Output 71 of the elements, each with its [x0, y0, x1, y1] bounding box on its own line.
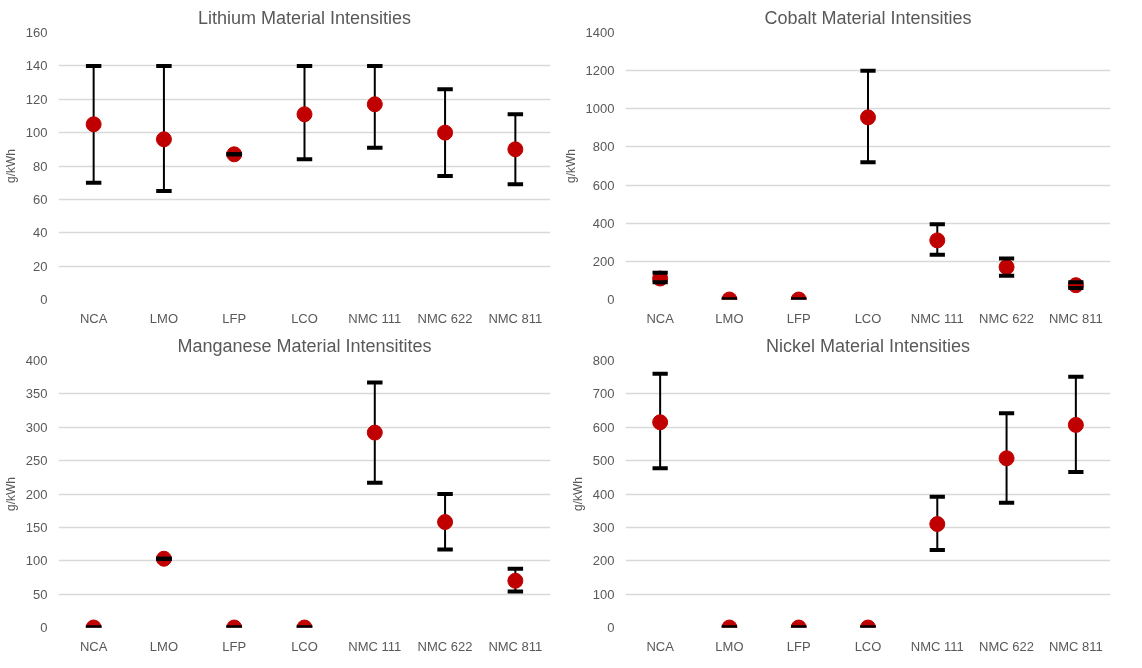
y-tick-label: 100: [592, 586, 615, 602]
y-axis-title: g/kWh: [563, 148, 578, 183]
y-tick-label: 800: [592, 353, 615, 368]
y-tick-label: 200: [592, 253, 615, 269]
x-tick-label: NMC 811: [1048, 638, 1103, 654]
y-tick-label: 160: [25, 25, 48, 40]
y-tick-label: 0: [40, 292, 48, 307]
y-axis-title: g/kWh: [3, 476, 18, 511]
y-tick-label: 1200: [585, 63, 615, 79]
y-tick-label: 60: [33, 191, 48, 207]
y-tick-label: 1400: [585, 25, 615, 40]
y-tick-label: 120: [25, 91, 48, 107]
y-tick-label: 0: [40, 620, 48, 635]
chart-title: Lithium Material Intensities: [197, 7, 412, 28]
x-tick-label: NMC 811: [488, 310, 543, 326]
y-tick-label: 700: [592, 386, 615, 402]
y-tick-label: 1000: [585, 101, 615, 117]
x-tick-label: LCO: [291, 310, 318, 326]
x-tick-label: NMC 622: [417, 310, 473, 326]
x-tick-label: LFP: [786, 310, 811, 326]
y-axis-title: g/kWh: [3, 148, 18, 183]
x-tick-label: NCA: [646, 310, 675, 326]
x-tick-label: LMO: [149, 638, 179, 654]
x-tick-label: LMO: [149, 310, 179, 326]
x-tick-label: LCO: [854, 310, 882, 326]
y-tick-label: 350: [25, 386, 48, 402]
y-tick-label: 500: [592, 453, 615, 469]
y-axis-title: g/kWh: [570, 476, 585, 511]
x-tick-label: NMC 622: [979, 310, 1035, 326]
y-tick-label: 250: [25, 453, 48, 469]
y-tick-label: 200: [25, 486, 48, 502]
y-tick-label: 300: [25, 419, 48, 435]
y-tick-label: 600: [592, 419, 615, 435]
chart-title: Cobalt Material Intensities: [764, 7, 972, 28]
y-tick-label: 20: [33, 258, 48, 274]
x-tick-label: LCO: [291, 638, 318, 654]
y-tick-label: 800: [592, 139, 615, 155]
y-tick-label: 100: [25, 125, 48, 141]
y-tick-label: 600: [592, 177, 615, 193]
x-tick-label: NMC 622: [417, 638, 473, 654]
x-tick-label: LFP: [222, 638, 247, 654]
y-tick-label: 300: [592, 519, 615, 535]
y-tick-label: 80: [33, 158, 48, 174]
x-tick-label: NMC 111: [910, 638, 964, 654]
x-tick-label: NMC 111: [910, 310, 964, 326]
y-tick-label: 150: [25, 519, 48, 535]
y-tick-label: 50: [33, 586, 48, 602]
y-tick-label: 200: [592, 553, 615, 569]
x-tick-label: NMC 811: [488, 638, 543, 654]
y-tick-label: 40: [33, 225, 48, 241]
y-tick-label: 0: [607, 620, 615, 635]
y-tick-label: 140: [25, 58, 48, 74]
chart-title: Nickel Material Intensities: [765, 335, 971, 356]
x-tick-label: LFP: [222, 310, 247, 326]
x-tick-label: NMC 811: [1048, 310, 1103, 326]
y-tick-label: 0: [607, 292, 615, 307]
x-tick-label: NCA: [646, 638, 675, 654]
x-tick-label: LMO: [715, 638, 744, 654]
y-tick-label: 400: [25, 353, 48, 368]
chart-title: Manganese Material Intensitites: [177, 335, 432, 356]
x-tick-label: LCO: [854, 638, 882, 654]
x-tick-label: NCA: [79, 310, 108, 326]
x-tick-label: NMC 111: [348, 638, 402, 654]
x-tick-label: LFP: [786, 638, 811, 654]
x-tick-label: NMC 622: [979, 638, 1035, 654]
x-tick-label: NMC 111: [348, 310, 402, 326]
y-tick-label: 400: [592, 215, 615, 231]
x-tick-label: LMO: [715, 310, 744, 326]
y-tick-label: 400: [592, 486, 615, 502]
x-tick-label: NCA: [79, 638, 108, 654]
y-tick-label: 100: [25, 553, 48, 569]
